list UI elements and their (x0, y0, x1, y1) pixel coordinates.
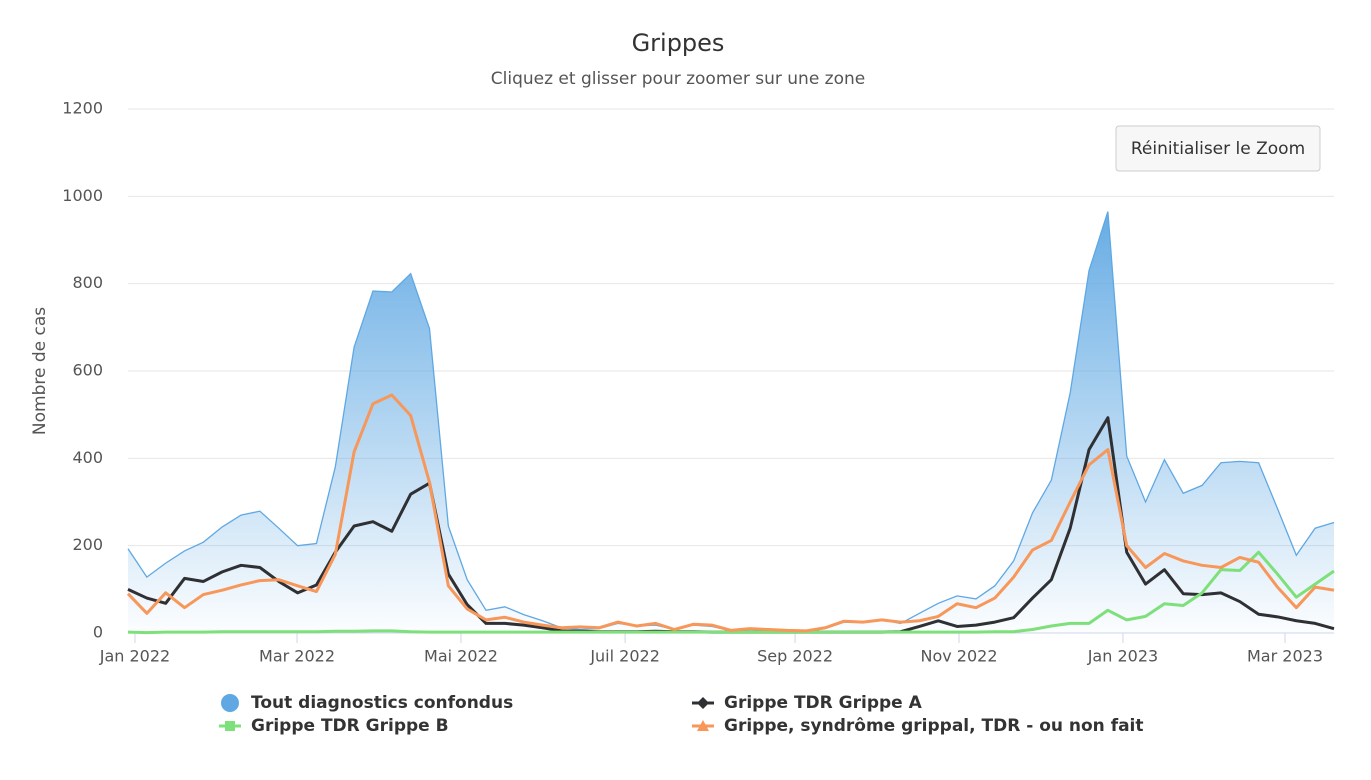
x-tick-label: Sep 2022 (757, 647, 833, 666)
y-tick-label: 400 (72, 448, 103, 467)
legend-label[interactable]: Tout diagnostics confondus (251, 693, 513, 713)
y-tick-label: 1200 (62, 99, 103, 118)
x-tick-label: Mar 2023 (1247, 647, 1323, 666)
area-fill (128, 211, 1334, 633)
y-tick-label: 800 (72, 273, 103, 292)
legend-item[interactable]: Tout diagnostics confondus (221, 693, 513, 713)
legend-label[interactable]: Grippe TDR Grippe B (251, 716, 449, 736)
x-tick-label: Juil 2022 (589, 647, 660, 666)
legend-symbol[interactable] (697, 720, 709, 731)
legend-symbol[interactable] (221, 694, 239, 712)
button-background[interactable] (1115, 125, 1321, 172)
y-tick-label: 1000 (62, 186, 103, 205)
legend: Tout diagnostics confondus Grippe TDR Gri… (219, 693, 1144, 736)
x-tick-label: Jan 2022 (99, 647, 170, 666)
legend-item[interactable]: Grippe TDR Grippe A (692, 693, 923, 713)
x-tick-label: Jan 2023 (1087, 647, 1158, 666)
series-line (127, 550, 1335, 635)
legend-item[interactable]: Grippe TDR Grippe B (219, 716, 449, 736)
y-tick-label: 600 (72, 361, 103, 380)
x-tick-label: Mai 2022 (424, 647, 498, 666)
legend-label[interactable]: Grippe TDR Grippe A (724, 693, 923, 713)
chart-title: Grippes (632, 29, 725, 57)
plot-area: 0 200 400 600 800 1000 1200 Jan 2022 Mar 2022 Mai… (62, 99, 1335, 666)
y-tick-label: 200 (72, 535, 103, 554)
series-line (126, 393, 1335, 633)
y-axis-title: Nombre de cas (30, 307, 50, 435)
legend-label[interactable]: Grippe, syndrôme grippal, TDR - ou non f… (724, 716, 1144, 736)
chart-subtitle: Cliquez et glisser pour zoomer sur une z… (491, 69, 866, 89)
x-tick-label: Mar 2022 (259, 647, 335, 666)
legend-symbol[interactable] (697, 697, 709, 709)
reset-zoom-button[interactable]: Réinitialiser le Zoom (1115, 125, 1321, 172)
legend-item[interactable]: Grippe, syndrôme grippal, TDR - ou non f… (692, 716, 1144, 736)
y-tick-label: 0 (93, 623, 103, 642)
legend-symbol[interactable] (225, 721, 235, 731)
button-label[interactable]: Réinitialiser le Zoom (1131, 139, 1305, 159)
x-tick-label: Nov 2022 (920, 647, 997, 666)
